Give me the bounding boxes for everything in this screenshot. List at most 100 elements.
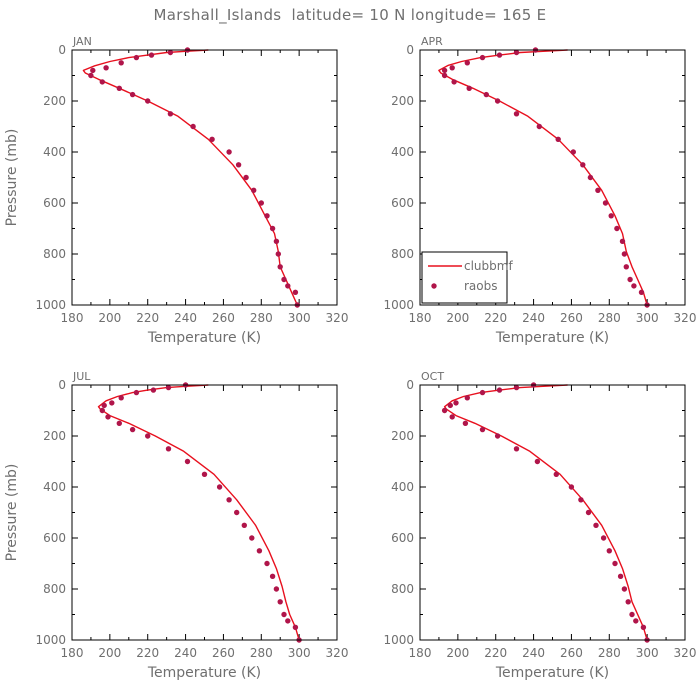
data-point-raobs: [281, 276, 287, 283]
data-point-raobs: [534, 458, 541, 465]
plot-frame: [419, 49, 686, 306]
data-point-raobs: [167, 49, 174, 56]
data-point-raobs: [277, 264, 283, 270]
data-point-raobs: [640, 624, 647, 630]
data-point-raobs: [118, 395, 124, 401]
data-point-raobs: [602, 200, 609, 206]
x-tick-label: 280: [598, 646, 621, 660]
data-point-raobs: [606, 548, 612, 554]
data-point-raobs: [629, 611, 635, 618]
data-point-raobs: [264, 560, 270, 567]
data-point-raobs: [165, 446, 172, 452]
data-point-raobs: [479, 426, 486, 433]
data-point-raobs: [103, 65, 109, 71]
x-tick-label: 180: [409, 646, 432, 660]
plot-frame: [71, 49, 338, 306]
panel-jul: JUL 180 200 220 240 260 280 300 320 0 200 400 600 800…: [4, 370, 348, 681]
x-tick-label: 300: [636, 311, 659, 325]
data-point-raobs: [627, 276, 633, 283]
x-axis-label: Temperature (K): [495, 330, 609, 346]
data-point-raobs: [555, 136, 561, 142]
data-point-raobs: [145, 433, 151, 439]
data-point-raobs: [241, 522, 247, 528]
panel-label-oct: OCT: [421, 370, 444, 383]
y-tick-label: 0: [406, 378, 414, 392]
data-point-raobs: [513, 49, 520, 56]
legend: clubbmf raobs: [421, 251, 513, 304]
data-point-raobs: [269, 573, 276, 579]
data-point-raobs: [101, 402, 107, 409]
y-tick-label: 400: [391, 145, 414, 159]
data-point-raobs: [619, 238, 626, 244]
y-tick-label: 600: [43, 531, 66, 545]
legend-box: [421, 251, 508, 304]
y-tick-label: 200: [43, 429, 66, 443]
x-tick-label: 220: [484, 646, 507, 660]
data-point-raobs: [578, 497, 584, 503]
data-point-raobs: [201, 471, 208, 477]
data-point-raobs: [513, 384, 520, 391]
x-tick-label: 280: [250, 311, 273, 325]
data-point-raobs: [496, 387, 503, 393]
x-tick-label: 320: [326, 311, 349, 325]
y-tick-label: 0: [58, 43, 66, 57]
data-point-raobs: [99, 79, 106, 85]
data-point-raobs: [88, 72, 94, 79]
data-point-raobs: [90, 67, 96, 74]
data-point-raobs: [256, 548, 263, 554]
plot-frame: [419, 384, 686, 641]
data-point-raobs: [118, 60, 124, 66]
data-point-raobs: [623, 264, 629, 270]
data-point-raobs: [235, 162, 242, 168]
data-point-raobs: [216, 484, 223, 490]
x-tick-label: 300: [288, 646, 311, 660]
data-point-raobs: [617, 573, 624, 579]
data-point-raobs: [612, 560, 618, 567]
y-tick-label: 800: [391, 582, 414, 596]
data-point-raobs: [273, 238, 280, 244]
x-tick-label: 260: [560, 311, 583, 325]
x-axis-label: Temperature (K): [147, 665, 261, 681]
data-point-raobs: [209, 136, 215, 142]
series-line-clubbmf: [97, 384, 300, 641]
data-point-raobs: [275, 251, 281, 257]
x-tick-label: 320: [326, 646, 349, 660]
y-tick-label: 800: [43, 247, 66, 261]
data-point-raobs: [226, 497, 232, 503]
data-point-raobs: [167, 111, 174, 117]
x-tick-label: 260: [212, 311, 235, 325]
y-tick-label: 0: [406, 43, 414, 57]
y-tick-label: 600: [391, 196, 414, 210]
data-point-raobs: [466, 85, 472, 92]
data-point-raobs: [625, 599, 631, 605]
data-point-raobs: [595, 187, 601, 193]
y-tick-label: 1000: [35, 633, 66, 647]
data-point-raobs: [479, 389, 486, 396]
y-tick-label: 800: [43, 582, 66, 596]
data-point-raobs: [258, 200, 264, 206]
data-point-raobs: [614, 225, 620, 232]
data-point-raobs: [292, 289, 299, 295]
panel-apr: APR 180 200 220 240 260 280 300 320 0 200 400 600 800…: [383, 35, 696, 346]
data-point-raobs: [441, 407, 448, 414]
panel-label-jul: JUL: [72, 370, 91, 383]
data-point-raobs: [116, 420, 123, 426]
data-point-raobs: [285, 618, 291, 624]
data-point-raobs: [184, 458, 191, 465]
data-point-raobs: [277, 599, 283, 605]
panel-label-jan: JAN: [72, 35, 92, 48]
data-point-raobs: [449, 65, 455, 71]
data-point-raobs: [536, 123, 542, 130]
data-point-raobs: [496, 52, 503, 58]
data-point-raobs: [441, 72, 448, 79]
y-tick-label: 0: [58, 378, 66, 392]
data-point-raobs: [585, 509, 592, 516]
data-point-raobs: [593, 522, 599, 528]
data-point-raobs: [273, 586, 280, 592]
x-tick-label: 200: [98, 311, 121, 325]
y-tick-label: 1000: [383, 298, 414, 312]
data-point-raobs: [600, 535, 607, 541]
data-point-raobs: [251, 187, 257, 193]
data-point-raobs: [513, 446, 520, 452]
plot-frame: [71, 384, 338, 641]
